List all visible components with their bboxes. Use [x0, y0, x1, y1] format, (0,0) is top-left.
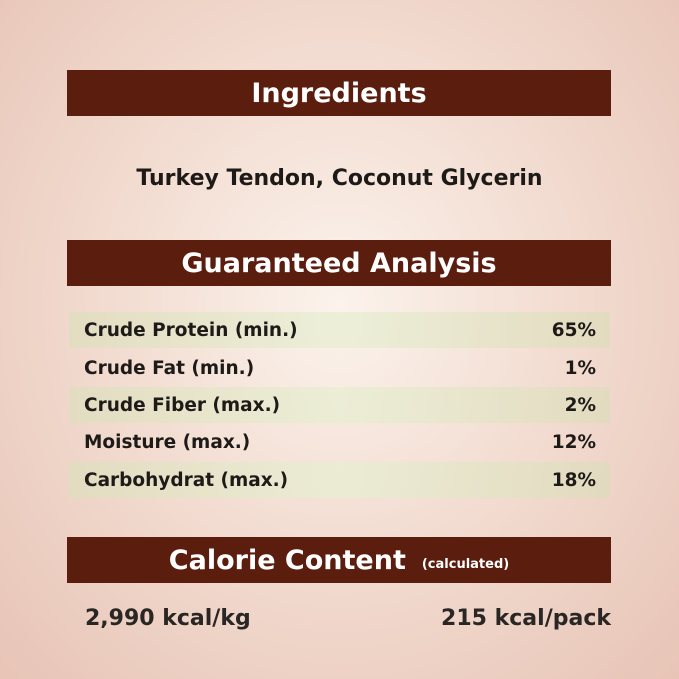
ingredients-text: Turkey Tendon, Coconut Glycerin [136, 166, 543, 191]
ingredients-banner: Ingredients [67, 70, 611, 116]
analysis-row: Crude Protein (min.) 65% [69, 312, 610, 348]
calorie-title: Calorie Content [168, 544, 406, 576]
analysis-banner: Guaranteed Analysis [67, 240, 611, 286]
row-value: 65% [551, 319, 596, 341]
calorie-banner: Calorie Content (calculated) [67, 537, 611, 583]
analysis-title: Guaranteed Analysis [181, 247, 497, 279]
row-label: Carbohydrat (max.) [84, 469, 289, 491]
analysis-row: Crude Fat (min.) 1% [69, 350, 610, 386]
row-label: Crude Fiber (max.) [84, 394, 281, 416]
row-value: 1% [564, 357, 596, 379]
row-value: 2% [564, 394, 596, 416]
row-value: 18% [551, 469, 596, 491]
analysis-row: Moisture (max.) 12% [69, 424, 610, 460]
analysis-row: Carbohydrat (max.) 18% [69, 462, 610, 498]
calorie-per-kg: 2,990 kcal/kg [85, 606, 251, 631]
row-label: Crude Protein (min.) [84, 319, 298, 341]
analysis-row: Crude Fiber (max.) 2% [69, 387, 610, 423]
row-label: Moisture (max.) [84, 431, 251, 453]
calorie-note: (calculated) [421, 556, 510, 572]
calorie-per-pack: 215 kcal/pack [441, 606, 611, 631]
ingredients-title: Ingredients [251, 77, 427, 109]
row-label: Crude Fat (min.) [84, 357, 255, 379]
row-value: 12% [551, 431, 596, 453]
